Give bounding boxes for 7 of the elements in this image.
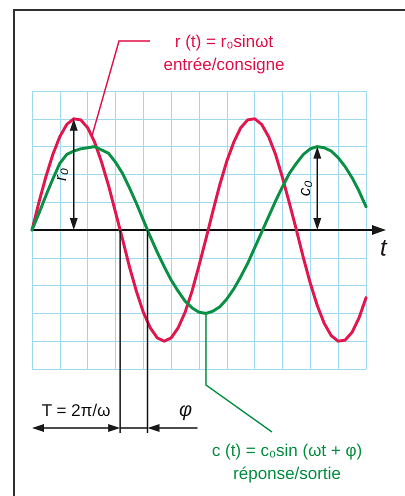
annotation: c₀ [294,180,314,196]
text: c (t) = c₀sin (ωt + φ) réponse/sortie [212,441,362,483]
text: φ [178,399,192,421]
text: r (t) = r₀sinωt entrée/consigne [164,32,284,74]
text: T = 2π/ω [42,401,110,420]
annotation: r₀ [51,168,70,181]
x-axis-title: t [380,234,388,262]
